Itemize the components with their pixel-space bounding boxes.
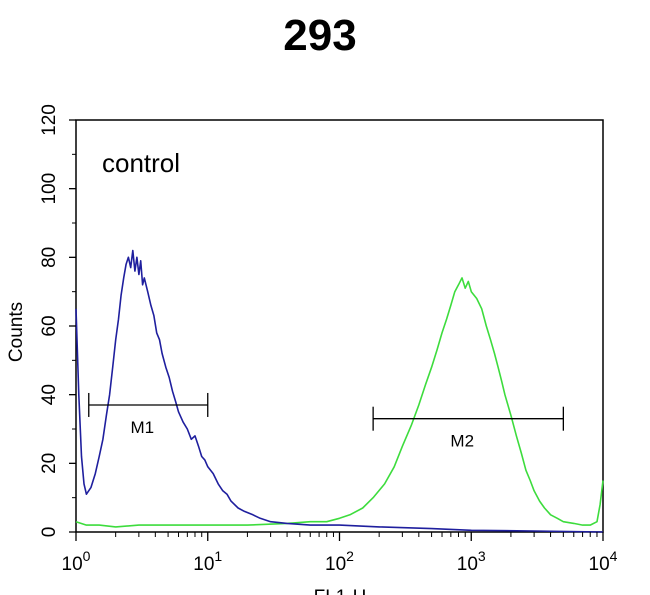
series-line-0 (75, 249, 604, 533)
marker-m2: M2 (372, 406, 564, 451)
chart-title: 293 (283, 11, 356, 60)
series-line-1 (75, 277, 604, 528)
x-axis: 100 101 102 103 104 (62, 532, 618, 575)
x-tick-label: 103 (457, 548, 486, 575)
x-axis-label: FL1-H (314, 587, 367, 595)
y-axis: 0 20 40 60 80 100 120 (39, 104, 76, 537)
y-tick-label: 60 (39, 315, 60, 336)
x-tick-label: 100 (62, 548, 91, 575)
y-tick-label: 80 (39, 247, 60, 268)
x-tick-label: 101 (193, 548, 222, 575)
y-axis-label: Counts (6, 302, 27, 362)
marker-m1: M1 (88, 392, 209, 437)
marker-label-m1: M1 (130, 418, 154, 437)
series-layer (75, 249, 604, 533)
y-tick-label: 40 (39, 384, 60, 405)
y-tick-label: 100 (39, 173, 60, 205)
x-tick-label: 102 (325, 548, 354, 575)
y-tick-label: 20 (39, 453, 60, 474)
y-tick-label: 0 (39, 527, 60, 538)
marker-layer: M1 M2 (88, 392, 564, 451)
y-tick-label: 120 (39, 104, 60, 136)
plot-annotation: control (102, 148, 180, 178)
x-tick-label: 104 (589, 548, 618, 575)
marker-label-m2: M2 (450, 432, 474, 451)
